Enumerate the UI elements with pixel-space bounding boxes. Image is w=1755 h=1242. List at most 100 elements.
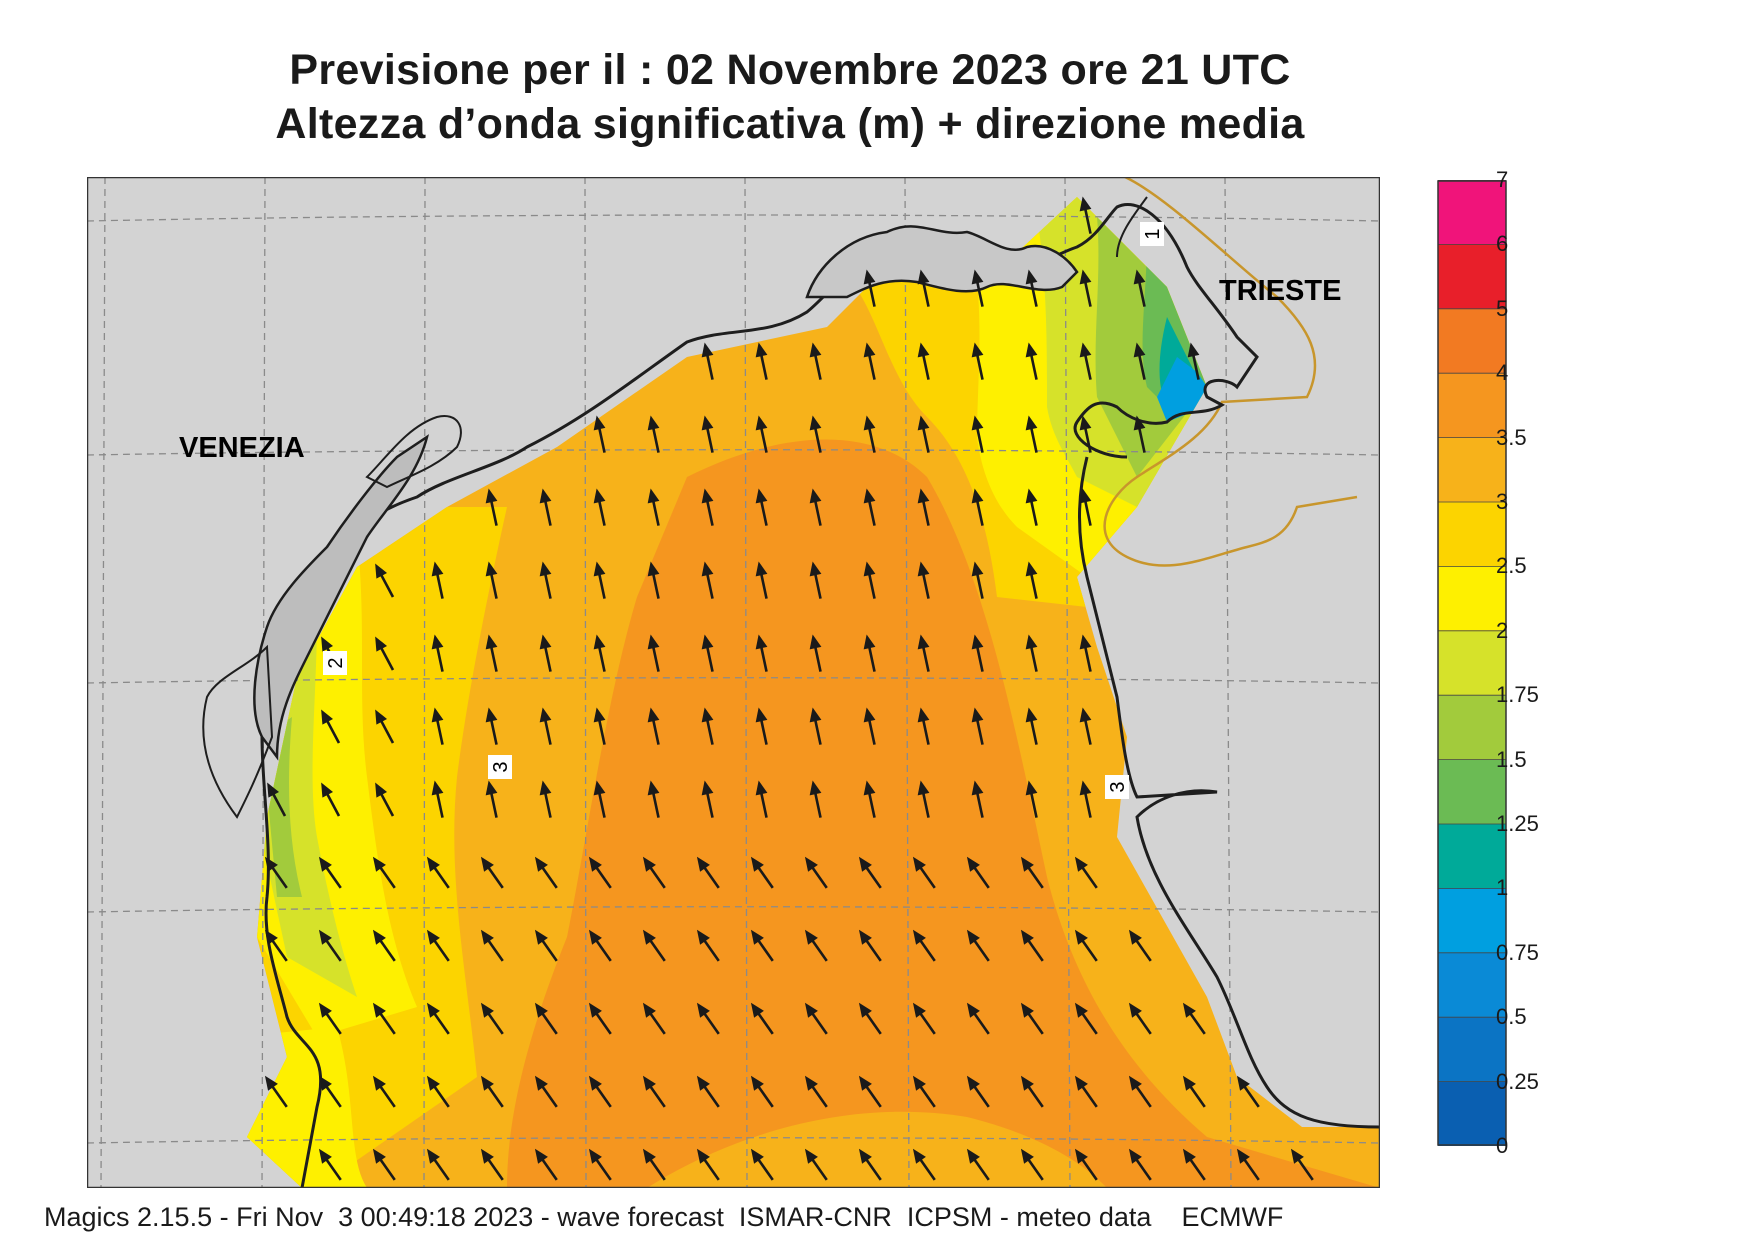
wave-height-map: VENEZIA TRIESTE 2 3 3 1 — [87, 177, 1380, 1188]
wave-arrow — [431, 561, 444, 599]
wave-arrow — [701, 415, 714, 453]
legend-tick-label: 1.75 — [1496, 682, 1539, 708]
legend-tick-label: 1 — [1496, 875, 1509, 901]
wave-arrow — [426, 1148, 450, 1181]
legend-swatch — [1438, 373, 1506, 439]
wave-arrow — [971, 780, 984, 818]
contour-label-east: 3 — [1107, 781, 1129, 792]
contour-label-center: 3 — [490, 761, 512, 772]
wave-arrow — [588, 856, 612, 889]
wave-arrow — [1290, 1148, 1314, 1181]
wave-arrow — [971, 488, 984, 526]
wave-arrow — [863, 707, 876, 745]
wave-arrow — [804, 929, 828, 962]
wave-arrow — [1236, 1148, 1260, 1181]
legend-tick-label: 3.5 — [1496, 424, 1527, 450]
wave-arrow — [755, 707, 768, 745]
wave-arrow — [1079, 415, 1092, 453]
wave-arrow — [426, 1002, 450, 1035]
wave-arrow — [809, 634, 822, 672]
wave-arrow — [267, 782, 287, 817]
legend-tick-label: 0.5 — [1496, 1004, 1527, 1030]
wave-arrow — [971, 707, 984, 745]
national-border — [1103, 177, 1358, 567]
wave-arrow — [588, 929, 612, 962]
wave-arrow — [971, 269, 984, 307]
wave-arrow — [804, 1075, 828, 1108]
wave-arrow — [647, 707, 660, 745]
legend-tick-label: 4 — [1496, 360, 1509, 386]
wave-arrow — [1079, 707, 1092, 745]
wave-arrow — [701, 561, 714, 599]
wave-arrow — [696, 929, 720, 962]
legend-tick-label: 5 — [1496, 295, 1509, 321]
wave-arrow — [264, 856, 288, 889]
wave-arrow — [426, 1075, 450, 1108]
wave-arrow — [593, 488, 606, 526]
wave-arrow — [375, 782, 395, 817]
wave-arrow — [912, 929, 936, 962]
wave-arrow — [318, 1148, 342, 1181]
wave-arrow — [917, 634, 930, 672]
wave-arrow — [431, 634, 444, 672]
wave-arrow — [647, 415, 660, 453]
map-subtitle: Altezza d’onda significativa (m) + direz… — [275, 100, 1305, 148]
wave-arrow — [804, 856, 828, 889]
wave-arrow — [318, 856, 342, 889]
wave-arrow — [912, 1002, 936, 1035]
wave-arrow — [431, 707, 444, 745]
wave-arrow — [372, 856, 396, 889]
wave-arrow — [647, 561, 660, 599]
wave-arrow — [321, 782, 341, 817]
footer-credits: Magics 2.15.5 - Fri Nov 3 00:49:18 2023 … — [44, 1202, 1284, 1232]
wave-arrow — [1020, 1148, 1044, 1181]
legend-swatch — [1438, 244, 1506, 310]
wave-arrow — [1025, 707, 1038, 745]
wave-arrow — [755, 634, 768, 672]
wave-arrow — [372, 929, 396, 962]
wave-arrow — [971, 634, 984, 672]
wave-direction-arrows — [264, 196, 1314, 1181]
legend-swatch — [1438, 695, 1506, 761]
wave-arrow — [318, 1075, 342, 1108]
wave-arrow — [1128, 1148, 1152, 1181]
wave-arrow — [917, 780, 930, 818]
wave-arrow — [917, 269, 930, 307]
wave-arrow — [1020, 856, 1044, 889]
wave-arrow — [534, 1002, 558, 1035]
wave-arrow — [863, 269, 876, 307]
wave-arrow — [1025, 780, 1038, 818]
wave-arrow — [642, 1148, 666, 1181]
wave-arrow — [809, 488, 822, 526]
wave-arrow — [1182, 1075, 1206, 1108]
wave-arrow — [701, 488, 714, 526]
wave-arrow — [804, 1002, 828, 1035]
wave-arrow — [485, 488, 498, 526]
wave-arrow — [912, 1148, 936, 1181]
wave-arrow — [431, 780, 444, 818]
wave-arrow — [1079, 342, 1092, 380]
wave-arrow — [534, 929, 558, 962]
legend-swatch — [1438, 502, 1506, 567]
legend-tick-label: 1.5 — [1496, 746, 1527, 772]
legend-tick-label: 3 — [1496, 489, 1509, 514]
map-frame — [87, 177, 1380, 1188]
legend-swatch — [1438, 1017, 1506, 1083]
wave-arrow — [375, 709, 395, 744]
map-title: Previsione per il : 02 Novembre 2023 ore… — [289, 46, 1291, 94]
legend-swatch — [1438, 824, 1506, 889]
wave-arrow — [1074, 929, 1098, 962]
wave-arrow — [809, 780, 822, 818]
wave-arrow — [917, 488, 930, 526]
wave-arrow — [966, 929, 990, 962]
wave-arrow — [863, 342, 876, 380]
city-label-trieste: TRIESTE — [1219, 275, 1341, 307]
wave-arrow — [863, 634, 876, 672]
wave-arrow — [534, 1148, 558, 1181]
wave-arrow — [375, 563, 395, 598]
wave-arrow — [966, 1075, 990, 1108]
wave-arrow — [863, 780, 876, 818]
wave-arrow — [1133, 415, 1146, 453]
wave-arrow — [1079, 196, 1092, 234]
wave-arrow — [318, 1002, 342, 1035]
